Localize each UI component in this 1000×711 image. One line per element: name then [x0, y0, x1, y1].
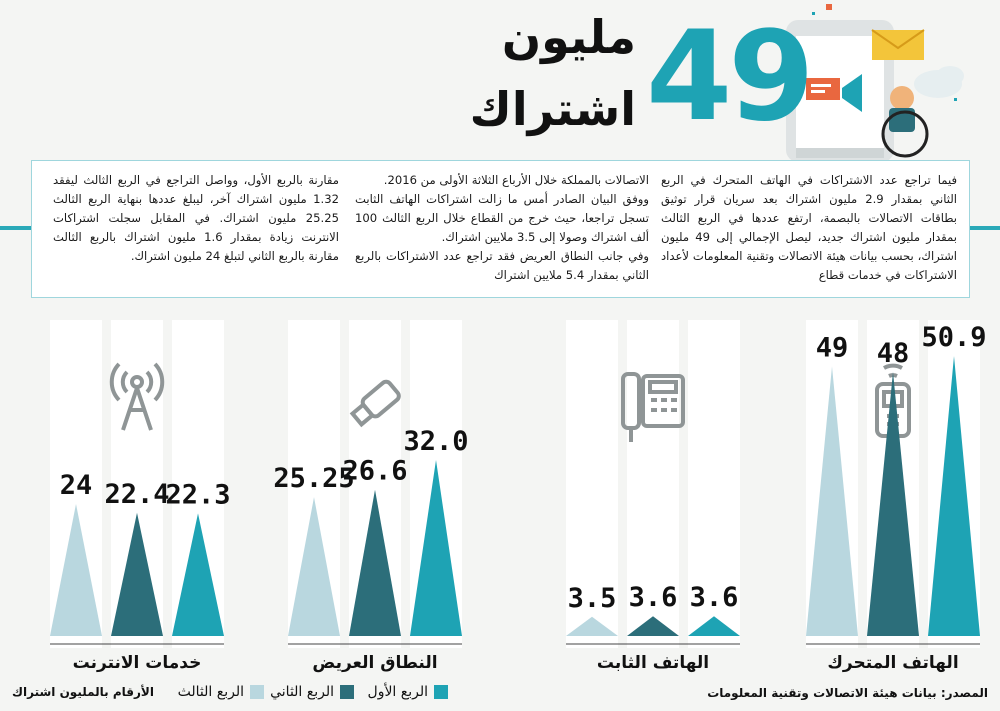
- category-label-2: النطاق العريض: [312, 653, 437, 673]
- value-label-3-1: 22.4: [104, 479, 169, 510]
- value-label-2-2: 25.25: [273, 463, 354, 494]
- value-label-3-0: 22.3: [165, 479, 230, 510]
- column-background: [688, 320, 740, 648]
- article-text-box: فيما تراجع عدد الاشتراكات في الهاتف المت…: [31, 160, 970, 298]
- legend-label-q3: الربع الثالث: [177, 684, 244, 700]
- bar-1-1: [627, 616, 679, 636]
- legend-item-q3: الربع الثالث: [178, 684, 264, 700]
- headline-subscription: اشتراك: [469, 82, 636, 136]
- legend-swatch-q2: [340, 685, 354, 699]
- phone-illustration-icon: [786, 4, 964, 162]
- value-label-1-0: 3.6: [690, 582, 739, 613]
- bar-2-1: [349, 489, 401, 636]
- article-column-2: الاتصالات بالمملكة خلال الأرباع الثلاثة …: [355, 171, 649, 285]
- legend-footer: المصدر: بيانات هيئة الاتصالات وتقنية الم…: [0, 678, 1000, 711]
- source-note: المصدر: بيانات هيئة الاتصالات وتقنية الم…: [707, 686, 988, 700]
- headline-million: مليون: [501, 10, 636, 64]
- value-label-1-1: 3.6: [629, 582, 678, 613]
- value-label-2-1: 26.6: [342, 456, 407, 487]
- bar-0-0: [928, 356, 980, 636]
- legend-label-q2: الربع الثاني: [270, 684, 334, 700]
- value-label-0-0: 50.9: [921, 322, 986, 353]
- legend-swatch-q3: [250, 685, 264, 699]
- antenna-tower-icon: [109, 362, 165, 431]
- bar-1-0: [688, 616, 740, 636]
- bar-0-1: [867, 372, 919, 636]
- article-paragraph: وفي جانب النطاق العريض فقد تراجع عدد الا…: [355, 249, 649, 282]
- bar-2-2: [288, 497, 340, 636]
- bar-1-2: [566, 616, 618, 636]
- chat-bubble-icon: [806, 78, 840, 100]
- bar-3-2: [50, 504, 102, 636]
- article-column-3: مقارنة بالربع الأول، وواصل التراجع في ال…: [53, 171, 339, 266]
- article-paragraph: مقارنة بالربع الأول، وواصل التراجع في ال…: [53, 173, 339, 263]
- bar-2-0: [410, 460, 462, 636]
- category-label-3: خدمات الانترنت: [73, 653, 202, 673]
- unit-note: الأرقام بالمليون اشتراك: [12, 685, 154, 699]
- value-label-1-2: 3.5: [568, 583, 617, 614]
- cloud-icon: [914, 66, 964, 98]
- article-column-1: فيما تراجع عدد الاشتراكات في الهاتف المت…: [661, 171, 957, 285]
- bar-0-2: [806, 366, 858, 636]
- value-label-0-2: 49: [816, 333, 849, 364]
- legend-swatch-q1: [434, 685, 448, 699]
- article-paragraph: الاتصالات بالمملكة خلال الأرباع الثلاثة …: [383, 173, 649, 187]
- value-label-0-1: 48: [877, 338, 910, 369]
- category-label-0: الهاتف المتحرك: [827, 653, 958, 673]
- usb-stick-icon: [349, 379, 401, 428]
- value-label-2-0: 32.0: [403, 426, 468, 457]
- total-subscriptions-number: 49: [646, 5, 815, 149]
- bar-3-1: [111, 512, 163, 636]
- value-label-3-2: 24: [60, 470, 93, 501]
- legend-label-q1: الربع الأول: [367, 684, 428, 700]
- legend-item-q2: الربع الثاني: [270, 684, 354, 700]
- landline-phone-icon: [621, 372, 685, 442]
- article-paragraph: ووفق البيان الصادر أمس ما زالت اشتراكات …: [355, 192, 649, 244]
- bar-3-0: [172, 513, 224, 636]
- column-background: [566, 320, 618, 648]
- legend-item-q1: الربع الأول: [368, 684, 448, 700]
- article-paragraph: فيما تراجع عدد الاشتراكات في الهاتف المت…: [661, 173, 957, 282]
- category-label-1: الهاتف الثابت: [597, 653, 709, 673]
